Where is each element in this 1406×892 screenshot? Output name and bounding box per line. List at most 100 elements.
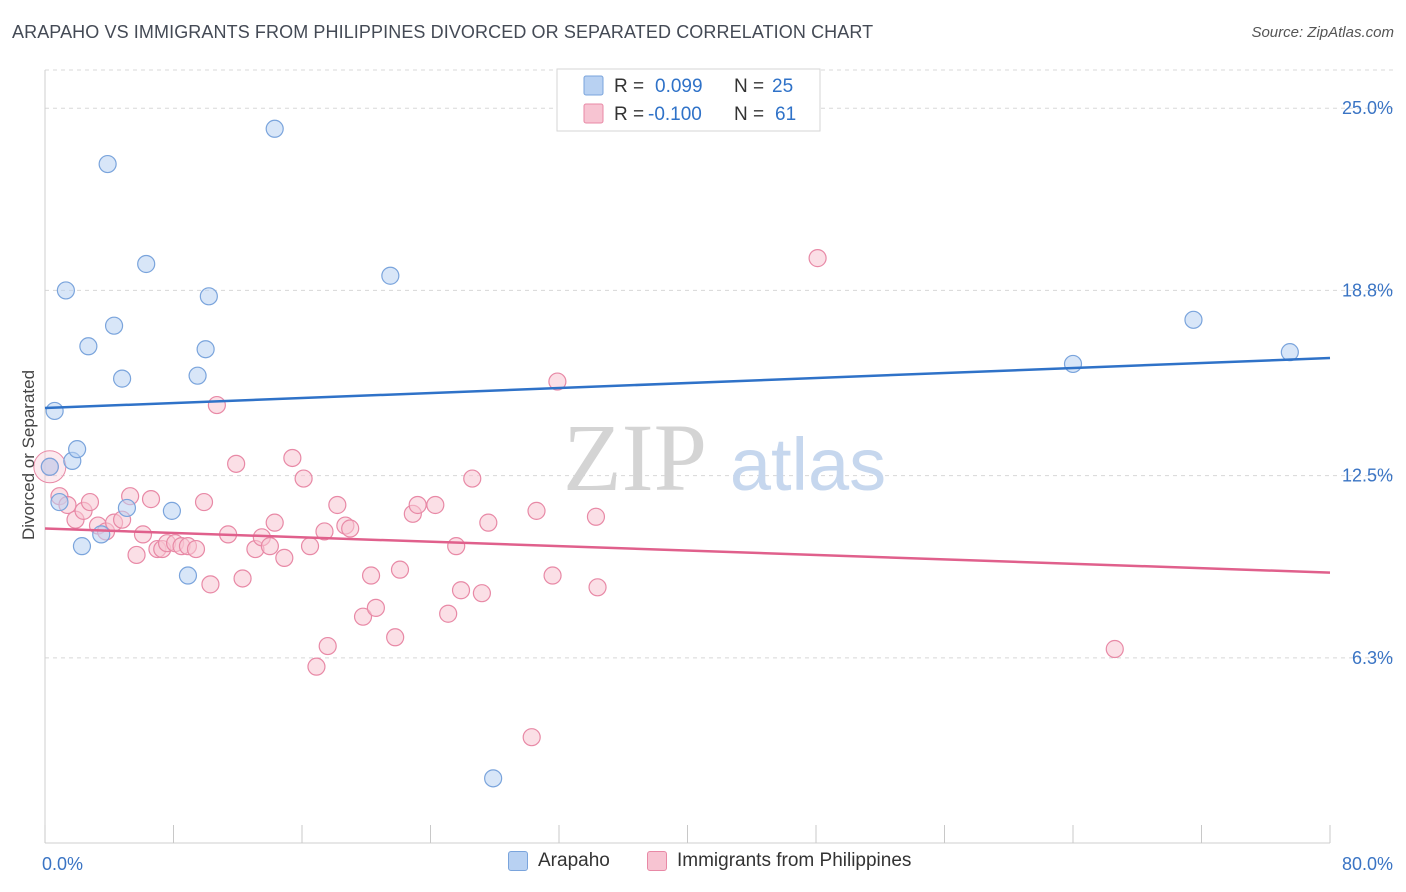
legend-item-arapaho: Arapaho	[508, 850, 610, 872]
legend-r-value: 0.099	[655, 76, 703, 97]
philippines-point	[390, 560, 410, 579]
chart-title: ARAPAHO VS IMMIGRANTS FROM PHILIPPINES D…	[12, 22, 874, 42]
arapaho-point	[1063, 354, 1083, 374]
philippines-point	[127, 545, 146, 565]
arapaho-point	[40, 457, 59, 476]
philippines-point	[328, 495, 347, 515]
philippines-point	[265, 513, 284, 532]
arapaho-point	[117, 498, 137, 518]
arapaho-point	[196, 340, 215, 359]
trend-lines	[44, 356, 1331, 574]
philippines-point	[318, 636, 337, 656]
y-tick-labels: 6.3% 12.5% 18.8% 25.0%	[1342, 98, 1393, 668]
philippines-point	[472, 584, 491, 603]
legend-swatch-philippines	[583, 103, 604, 124]
philippines-point	[366, 598, 385, 617]
arapaho-point	[68, 440, 87, 459]
arapaho-point	[178, 566, 198, 585]
philippines-point	[439, 604, 458, 623]
arapaho-point	[50, 492, 69, 512]
legend-n-value: 61	[775, 104, 796, 125]
philippines-point	[341, 519, 360, 538]
philippines-point	[227, 454, 246, 473]
philippines-point	[451, 581, 471, 600]
legend-n-label: N =	[734, 104, 764, 125]
philippines-point	[1105, 639, 1124, 659]
arapaho-point	[79, 337, 98, 356]
legend-label-arapaho: Arapaho	[538, 850, 610, 871]
philippines-point	[353, 607, 373, 626]
philippines-point	[294, 469, 313, 488]
legend-swatch-arapaho	[583, 75, 604, 96]
axes	[44, 70, 1331, 844]
philippines-point	[447, 537, 466, 556]
watermark-zip: ZIP	[563, 404, 707, 511]
philippines-trend-line	[44, 527, 1331, 574]
philippines-point	[361, 566, 381, 585]
legend-r-label: R =	[614, 76, 644, 97]
legend-item-philippines: Immigrants from Philippines	[647, 850, 911, 872]
arapaho-trend-line	[44, 356, 1331, 410]
philippines-point	[586, 507, 606, 526]
philippines-point	[408, 495, 427, 515]
arapaho-point	[265, 119, 284, 138]
legend-r-label: R =	[614, 104, 644, 125]
philippines-point	[201, 575, 220, 594]
arapaho-point	[112, 369, 132, 388]
philippines-point	[80, 492, 100, 512]
watermark: ZIP atlas	[563, 404, 886, 511]
philippines-point	[186, 539, 206, 559]
arapaho-point	[92, 525, 111, 544]
philippines-point	[543, 566, 562, 585]
y-tick-label: 18.8%	[1342, 280, 1393, 300]
legend-r-value: -0.100	[648, 104, 702, 125]
philippines-point	[386, 628, 405, 647]
arapaho-point	[1280, 343, 1299, 362]
arapaho-point	[104, 316, 124, 335]
arapaho-point	[45, 401, 64, 421]
legend-n-value: 25	[772, 76, 793, 97]
philippines-point	[283, 448, 302, 468]
philippines-point	[300, 537, 320, 556]
watermark-atlas: atlas	[730, 423, 886, 506]
x-tick-label: 80.0%	[1342, 854, 1393, 874]
legend-swatch-arapaho	[508, 851, 528, 871]
arapaho-point	[381, 266, 400, 285]
y-tick-label: 6.3%	[1352, 648, 1393, 668]
arapaho-point	[1184, 310, 1203, 329]
philippines-point	[133, 525, 153, 544]
philippines-point	[808, 249, 827, 268]
y-tick-label: 25.0%	[1342, 98, 1393, 118]
arapaho-point	[72, 537, 92, 556]
philippines-point	[588, 578, 607, 597]
arapaho-point	[188, 366, 207, 385]
arapaho-point	[98, 154, 117, 174]
x-tick-labels: 0.0% 80.0%	[42, 854, 1393, 874]
x-tick-label: 0.0%	[42, 854, 83, 874]
philippines-point	[207, 395, 226, 415]
legend-bottom: Arapaho Immigrants from Philippines	[0, 850, 1406, 880]
arapaho-point	[162, 501, 181, 520]
philippines-point	[479, 513, 498, 532]
philippines-point	[522, 728, 541, 747]
arapaho-point	[137, 254, 156, 274]
philippines-point	[315, 522, 334, 541]
philippines-point	[307, 657, 326, 676]
legend-top: R = 0.099 N = 25 R = -0.100 N = 61	[556, 68, 821, 132]
philippines-point	[260, 537, 279, 556]
y-tick-label: 12.5%	[1342, 466, 1393, 486]
arapaho-point	[56, 281, 75, 300]
philippines-point	[463, 469, 482, 488]
arapaho-point	[484, 769, 503, 788]
source-label: Source: ZipAtlas.com	[1251, 24, 1394, 41]
legend-swatch-philippines	[647, 851, 667, 871]
philippines-point	[527, 501, 546, 520]
philippines-point	[141, 490, 161, 509]
legend-label-philippines: Immigrants from Philippines	[677, 850, 912, 871]
philippines-point	[548, 372, 567, 391]
philippines-point	[194, 492, 214, 512]
y-axis-label: Divorced or Separated	[19, 370, 38, 540]
arapaho-point	[199, 287, 218, 306]
philippines-point	[233, 569, 252, 588]
philippines-point	[275, 548, 294, 568]
